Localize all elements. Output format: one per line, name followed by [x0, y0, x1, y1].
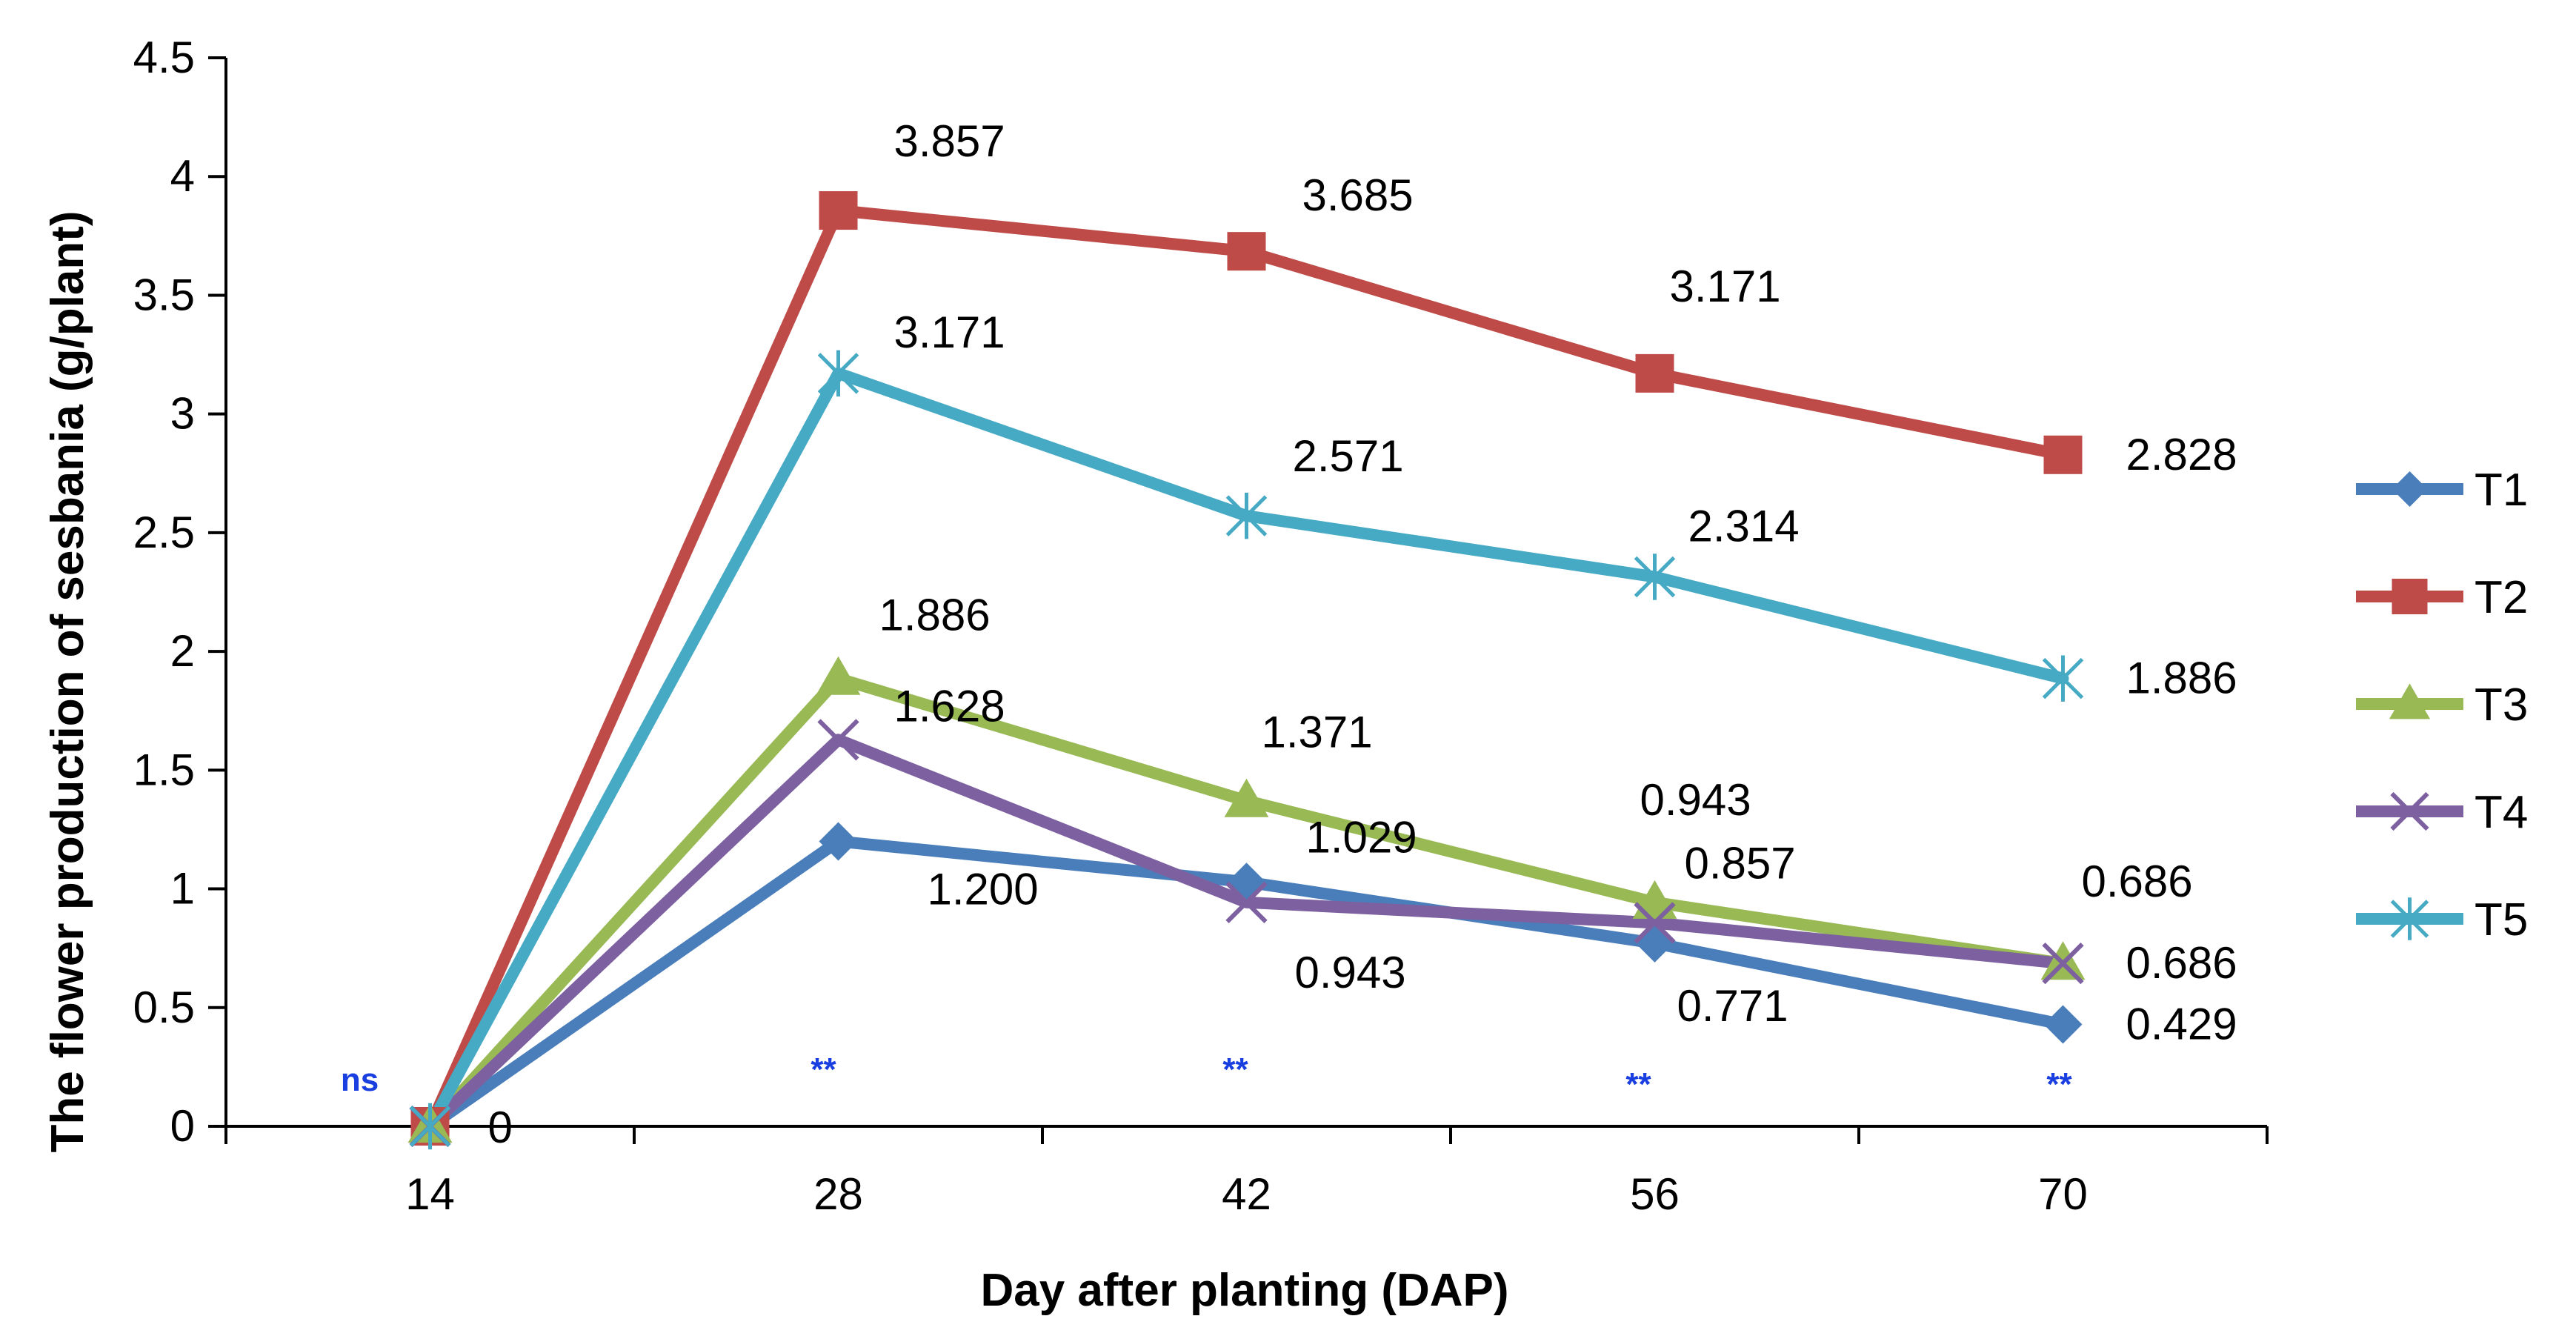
significance-label: **: [811, 1051, 836, 1088]
series-lines: [424, 205, 2069, 1132]
data-label-t4: 1.628: [894, 681, 1005, 731]
data-labels: 1.200 1.029 0.771 0.429 3.857 3.685 3.171 2.828…: [488, 116, 2237, 1152]
data-label-t1: 1.200: [928, 864, 1039, 914]
legend-marker: [2389, 683, 2431, 719]
legend-label: T2: [2475, 572, 2528, 623]
data-label-t5: 2.314: [1688, 501, 1800, 551]
point-t3: [1224, 778, 1269, 817]
data-label-t3: 1.371: [1262, 708, 1373, 757]
y-tick-label: 4.5: [133, 33, 195, 82]
x-tick-label: 42: [1222, 1169, 1271, 1219]
y-tick-label: 3: [170, 389, 195, 439]
point-t4: [2042, 943, 2084, 985]
data-label-t5: 2.571: [1293, 431, 1404, 481]
legend-item-t3: T3: [2356, 679, 2528, 731]
series-line-t5: [424, 367, 2069, 1132]
point-t5: [409, 1103, 451, 1150]
legend-label: T5: [2475, 894, 2528, 945]
point-t2: [819, 191, 858, 230]
x-axis-title: Day after planting (DAP): [980, 1265, 1508, 1316]
data-label-t2: 3.857: [894, 116, 1005, 166]
x-tick-label: 70: [2038, 1169, 2088, 1219]
data-label-t3: 0.686: [2082, 857, 2193, 906]
point-t4: [1634, 902, 1676, 944]
point-t4: [817, 719, 859, 761]
y-tick-label: 4: [170, 151, 195, 201]
data-label-zero: 0: [488, 1103, 513, 1152]
significance-label: **: [2046, 1066, 2072, 1103]
y-tick-label: 2.5: [133, 508, 195, 557]
point-t1: [819, 822, 858, 861]
y-tick-labels: 0 0.5 1 1.5 2 2.5 3 3.5 4 4.5: [133, 33, 195, 1151]
significance-label: ns: [341, 1062, 379, 1098]
data-label-t1: 0.771: [1677, 981, 1788, 1031]
data-label-t2: 3.685: [1302, 170, 1414, 220]
legend-marker: [2392, 471, 2428, 507]
x-tick-label: 28: [813, 1169, 863, 1219]
y-tick-label: 0.5: [133, 983, 195, 1032]
data-label-t1: 0.429: [2126, 1000, 2237, 1049]
legend-label: T1: [2475, 465, 2528, 516]
point-t4: [1225, 881, 1268, 923]
legend-label: T3: [2475, 679, 2528, 731]
significance-label: **: [1625, 1066, 1651, 1103]
point-t1: [2043, 1005, 2083, 1044]
legend-marker: [2390, 791, 2429, 831]
data-label-t4: 0.686: [2126, 938, 2237, 988]
point-t2: [2043, 435, 2083, 474]
x-tick-labels: 14 28 42 56 70: [405, 1169, 2088, 1219]
legend-item-t4: T4: [2356, 787, 2528, 838]
series-markers: [407, 191, 2086, 1150]
y-tick-label: 3.5: [133, 270, 195, 319]
data-label-t2: 3.171: [1670, 262, 1781, 311]
legend-item-t1: T1: [2356, 465, 2528, 516]
legend-label: T4: [2475, 787, 2528, 838]
point-t5: [1634, 554, 1676, 600]
point-t3: [816, 656, 861, 695]
data-label-t3: 0.943: [1640, 775, 1751, 825]
data-label-t2: 2.828: [2126, 430, 2237, 479]
y-axis-title: The flower production of sesbania (g/pla…: [42, 210, 93, 1152]
point-t5: [1225, 492, 1268, 539]
x-tick-label: 56: [1630, 1169, 1680, 1219]
legend-marker: [2392, 579, 2428, 614]
significance-labels: ns ** ** ** **: [341, 1051, 2073, 1103]
point-t2: [1227, 232, 1266, 271]
legend-marker: [2390, 897, 2429, 940]
data-label-t4: 0.943: [1295, 948, 1406, 997]
point-t2: [1635, 353, 1674, 393]
legend-item-t5: T5: [2356, 894, 2528, 945]
y-tick-label: 1: [170, 864, 195, 914]
y-tick-label: 0: [170, 1101, 195, 1151]
data-label-t5: 3.171: [894, 308, 1005, 357]
axes: [208, 56, 2269, 1144]
significance-label: **: [1222, 1051, 1248, 1088]
legend: T1 T2 T3 T4 T5: [2356, 465, 2528, 945]
y-tick-label: 1.5: [133, 745, 195, 794]
data-label-t3: 1.886: [879, 591, 991, 640]
data-label-t1: 1.029: [1306, 812, 1417, 862]
legend-item-t2: T2: [2356, 572, 2528, 623]
point-t5: [2042, 655, 2084, 702]
y-tick-label: 2: [170, 626, 195, 676]
data-label-t5: 1.886: [2126, 654, 2237, 703]
x-tick-label: 14: [405, 1169, 455, 1219]
data-label-t4: 0.857: [1685, 838, 1796, 888]
point-t5: [817, 350, 859, 397]
